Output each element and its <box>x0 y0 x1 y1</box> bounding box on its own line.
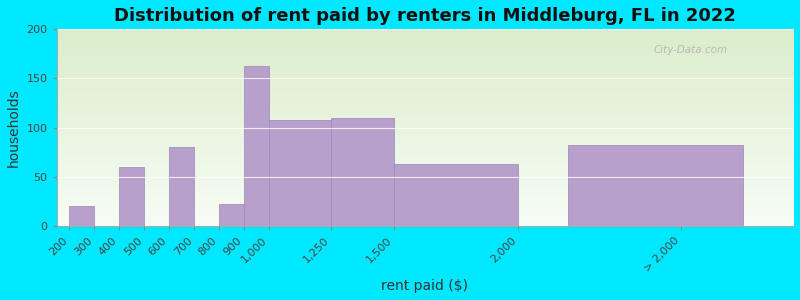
Y-axis label: households: households <box>7 88 21 167</box>
Bar <box>244 66 269 226</box>
Text: City-Data.com: City-Data.com <box>653 45 727 55</box>
Bar <box>69 206 94 226</box>
X-axis label: rent paid ($): rent paid ($) <box>382 279 468 293</box>
Bar <box>119 167 144 226</box>
Bar <box>169 147 194 226</box>
Bar <box>331 118 394 226</box>
Bar <box>394 164 518 226</box>
Bar <box>269 120 331 226</box>
Title: Distribution of rent paid by renters in Middleburg, FL in 2022: Distribution of rent paid by renters in … <box>114 7 736 25</box>
Bar <box>568 146 743 226</box>
Bar <box>219 204 244 226</box>
